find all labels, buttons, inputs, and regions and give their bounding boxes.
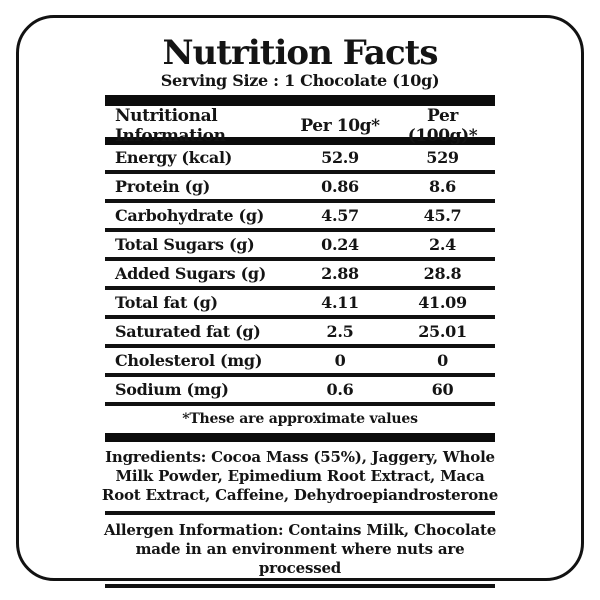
row-divider xyxy=(105,373,495,377)
header-per-10g: Per 10g* xyxy=(300,116,380,136)
table-header-row: Nutritional Information Per 10g* Per (10… xyxy=(105,106,495,146)
nutrient-per-10g: 0.24 xyxy=(321,235,359,254)
header-nutritional-information: Nutritional Information xyxy=(115,106,226,146)
nutrient-per-10g: 4.57 xyxy=(321,206,359,225)
row-divider xyxy=(105,170,495,174)
label-border: Nutrition Facts Serving Size : 1 Chocola… xyxy=(16,15,584,588)
table-row-total-fat: Total fat (g) 4.11 41.09 xyxy=(105,290,495,315)
row-divider xyxy=(105,344,495,348)
nutrition-label: Nutrition Facts Serving Size : 1 Chocola… xyxy=(19,18,581,588)
nutrient-per-10g: 0.6 xyxy=(326,380,354,399)
nutrient-per-100g: 529 xyxy=(426,148,459,167)
row-divider xyxy=(105,199,495,203)
row-divider xyxy=(105,257,495,261)
nutrient-per-100g: 41.09 xyxy=(418,293,467,312)
table-row-carbohydrate: Carbohydrate (g) 4.57 45.7 xyxy=(105,203,495,228)
allergen-text: Allergen Information: Contains Milk, Cho… xyxy=(103,521,497,577)
ingredients-text: Ingredients: Cocoa Mass (55%), Jaggery, … xyxy=(101,448,499,504)
nutrient-name: Saturated fat (g) xyxy=(115,322,261,341)
label-title: Nutrition Facts xyxy=(162,33,438,73)
nutrient-per-100g: 2.4 xyxy=(429,235,456,254)
nutrient-per-100g: 0 xyxy=(437,351,448,370)
allergen-divider xyxy=(105,584,495,588)
nutrient-per-10g: 52.9 xyxy=(321,148,359,167)
ingredients-divider xyxy=(105,511,495,515)
table-row-saturated-fat: Saturated fat (g) 2.5 25.01 xyxy=(105,319,495,344)
serving-size: Serving Size : 1 Chocolate (10g) xyxy=(160,71,440,90)
nutrition-table: Nutritional Information Per 10g* Per (10… xyxy=(105,95,495,442)
nutrient-name: Total Sugars (g) xyxy=(115,235,255,254)
nutrient-per-100g: 28.8 xyxy=(423,264,462,283)
nutrient-name: Energy (kcal) xyxy=(115,148,233,167)
nutrient-name: Carbohydrate (g) xyxy=(115,206,264,225)
nutrient-name: Total fat (g) xyxy=(115,293,218,312)
nutrient-per-10g: 2.5 xyxy=(326,322,354,341)
nutrient-per-10g: 0 xyxy=(334,351,346,370)
nutrient-per-100g: 25.01 xyxy=(418,322,467,341)
nutrient-per-10g: 0.86 xyxy=(321,177,359,196)
nutrient-name: Added Sugars (g) xyxy=(115,264,267,283)
info-paragraphs: Ingredients: Cocoa Mass (55%), Jaggery, … xyxy=(97,442,503,588)
nutrient-per-100g: 8.6 xyxy=(429,177,456,196)
row-divider xyxy=(105,286,495,290)
table-row-protein: Protein (g) 0.86 8.6 xyxy=(105,174,495,199)
table-row-sodium: Sodium (mg) 0.6 60 xyxy=(105,377,495,402)
approximate-values-note: *These are approximate values xyxy=(182,411,418,427)
nutrient-name: Sodium (mg) xyxy=(115,380,229,399)
header-bottom-bar xyxy=(105,137,495,145)
table-row-added-sugars: Added Sugars (g) 2.88 28.8 xyxy=(105,261,495,286)
row-divider xyxy=(105,402,495,406)
row-divider xyxy=(105,315,495,319)
top-bar xyxy=(105,95,495,106)
table-row-cholesterol: Cholesterol (mg) 0 0 xyxy=(105,348,495,373)
table-row-energy: Energy (kcal) 52.9 529 xyxy=(105,145,495,170)
nutrient-name: Cholesterol (mg) xyxy=(115,351,263,370)
table-bottom-bar xyxy=(105,433,495,442)
table-row-total-sugars: Total Sugars (g) 0.24 2.4 xyxy=(105,232,495,257)
nutrient-per-100g: 60 xyxy=(431,380,454,399)
header-per-100g: Per (100g)* xyxy=(407,106,478,146)
nutrient-name: Protein (g) xyxy=(115,177,211,196)
row-divider xyxy=(105,228,495,232)
nutrient-per-100g: 45.7 xyxy=(423,206,462,225)
nutrient-per-10g: 2.88 xyxy=(321,264,359,283)
nutrient-per-10g: 4.11 xyxy=(321,293,359,312)
